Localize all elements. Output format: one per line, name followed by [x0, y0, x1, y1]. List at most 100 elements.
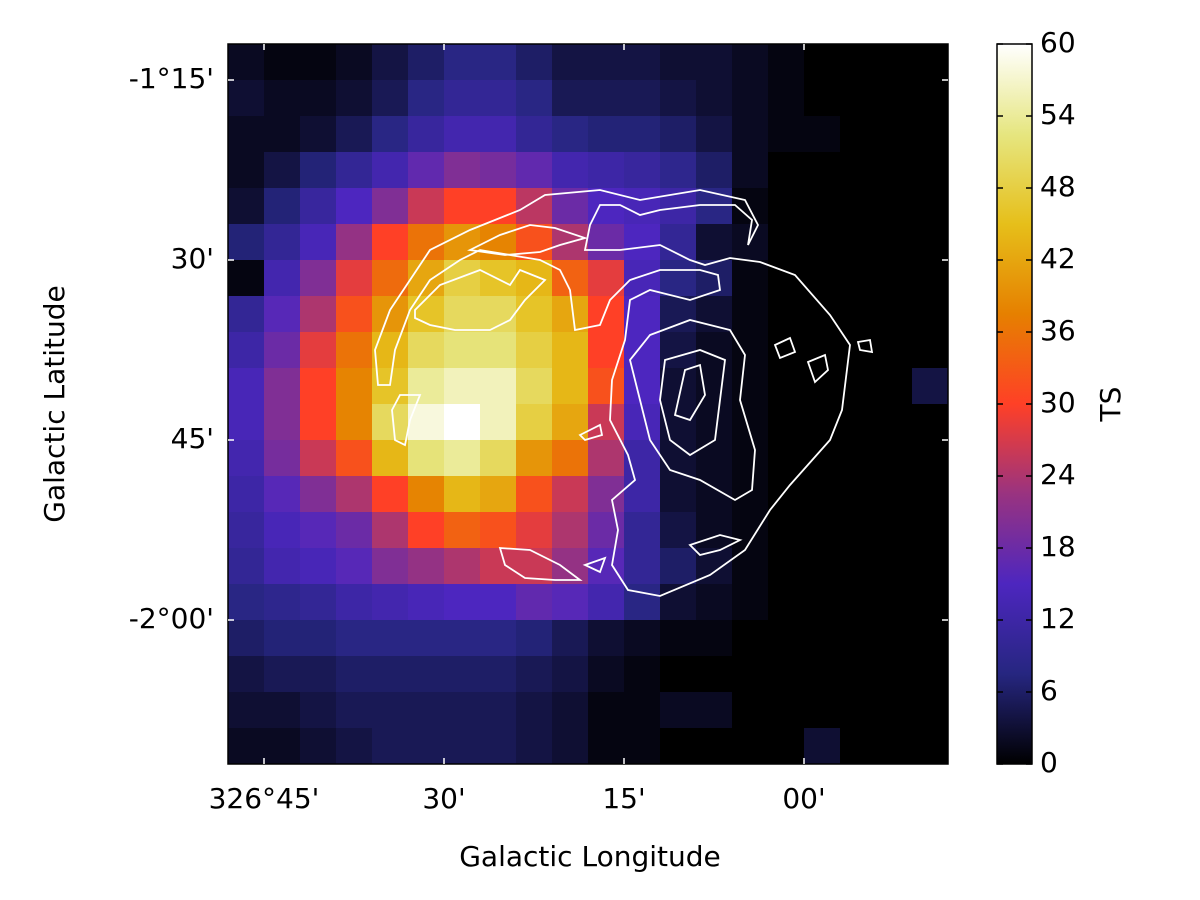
heatmap-cell — [480, 440, 517, 477]
heatmap-cell — [444, 440, 481, 477]
heatmap-cell — [516, 656, 553, 693]
heatmap-cell — [768, 152, 805, 189]
heatmap-cell — [876, 224, 913, 261]
heatmap-cell — [228, 224, 265, 261]
colorbar-tick-label: 0 — [1040, 746, 1058, 779]
heatmap-cell — [516, 728, 553, 765]
heatmap-cell — [624, 332, 661, 369]
heatmap-cell — [516, 296, 553, 333]
heatmap-cell — [264, 692, 301, 729]
heatmap-cell — [444, 332, 481, 369]
heatmap-cell — [228, 368, 265, 405]
heatmap-cell — [444, 116, 481, 153]
heatmap-cell — [876, 368, 913, 405]
heatmap-cell — [840, 440, 877, 477]
heatmap-cell — [696, 404, 733, 441]
contour — [629, 319, 756, 502]
heatmap-cell — [696, 296, 733, 333]
heatmap-cell — [300, 260, 337, 297]
contour — [414, 268, 547, 331]
heatmap-cell — [732, 152, 769, 189]
heatmap-cell — [516, 332, 553, 369]
heatmap-cell — [336, 332, 373, 369]
heatmap-cell — [840, 512, 877, 549]
heatmap-cell — [228, 332, 265, 369]
heatmap-cell — [912, 116, 949, 153]
heatmap-cell — [336, 692, 373, 729]
heatmap-cell — [912, 476, 949, 513]
heatmap-cell — [840, 584, 877, 621]
heatmap-cell — [264, 476, 301, 513]
heatmap-cell — [264, 656, 301, 693]
heatmap-cell — [876, 584, 913, 621]
contour — [467, 224, 589, 256]
heatmap-cell — [300, 692, 337, 729]
heatmap-cell — [336, 728, 373, 765]
heatmap-cell — [228, 476, 265, 513]
heatmap-cell — [624, 188, 661, 225]
heatmap-cell — [300, 584, 337, 621]
heatmap-cell — [768, 512, 805, 549]
heatmap-cell — [588, 224, 625, 261]
heatmap-cell — [804, 224, 841, 261]
heatmap-cell — [444, 44, 481, 81]
heatmap-cell — [264, 332, 301, 369]
heatmap-cell — [408, 692, 445, 729]
contour — [856, 338, 874, 354]
heatmap-cell — [408, 260, 445, 297]
heatmap-cell — [912, 404, 949, 441]
heatmap-cell — [516, 368, 553, 405]
heatmap-cell — [660, 548, 697, 585]
heatmap-cell — [768, 548, 805, 585]
heatmap-cell — [336, 152, 373, 189]
heatmap-cell — [876, 260, 913, 297]
heatmap-cell — [336, 260, 373, 297]
heatmap-cell — [372, 656, 409, 693]
heatmap-cell — [660, 584, 697, 621]
heatmap-cell — [912, 224, 949, 261]
heatmap-cell — [552, 368, 589, 405]
heatmap-cell — [228, 512, 265, 549]
heatmap-cell — [552, 728, 589, 765]
heatmap-cell — [264, 620, 301, 657]
heatmap-cell — [660, 296, 697, 333]
heatmap-cell — [372, 476, 409, 513]
heatmap-cell — [516, 44, 553, 81]
heatmap-cell — [552, 80, 589, 117]
heatmap-cell — [372, 440, 409, 477]
heatmap-cell — [408, 368, 445, 405]
contour — [498, 547, 583, 581]
heatmap-cell — [768, 728, 805, 765]
heatmap-cell — [480, 404, 517, 441]
heatmap-cell — [696, 260, 733, 297]
heatmap-cell — [768, 692, 805, 729]
heatmap-cell — [660, 44, 697, 81]
heatmap-cell — [804, 80, 841, 117]
heatmap-cell — [768, 116, 805, 153]
heatmap-cell — [264, 152, 301, 189]
heatmap-cell — [444, 188, 481, 225]
contours — [374, 189, 874, 597]
heatmap-cell — [804, 332, 841, 369]
heatmap-cell — [372, 512, 409, 549]
heatmap-cell — [480, 80, 517, 117]
heatmap-cell — [408, 656, 445, 693]
heatmap-cell — [804, 152, 841, 189]
heatmap-cell — [372, 224, 409, 261]
heatmap-cell — [876, 476, 913, 513]
heatmap-cell — [300, 332, 337, 369]
heatmap-cell — [300, 476, 337, 513]
heatmap-cell — [336, 440, 373, 477]
heatmap-cell — [372, 368, 409, 405]
heatmap-cell — [264, 728, 301, 765]
heatmap-cell — [660, 116, 697, 153]
heatmap-cell — [228, 692, 265, 729]
heatmap-cell — [912, 152, 949, 189]
heatmap-cell — [264, 512, 301, 549]
heatmap-cell — [696, 440, 733, 477]
heatmap-cell — [732, 44, 769, 81]
heatmap-cell — [264, 296, 301, 333]
heatmap-cell — [768, 368, 805, 405]
heatmap-cell — [444, 296, 481, 333]
